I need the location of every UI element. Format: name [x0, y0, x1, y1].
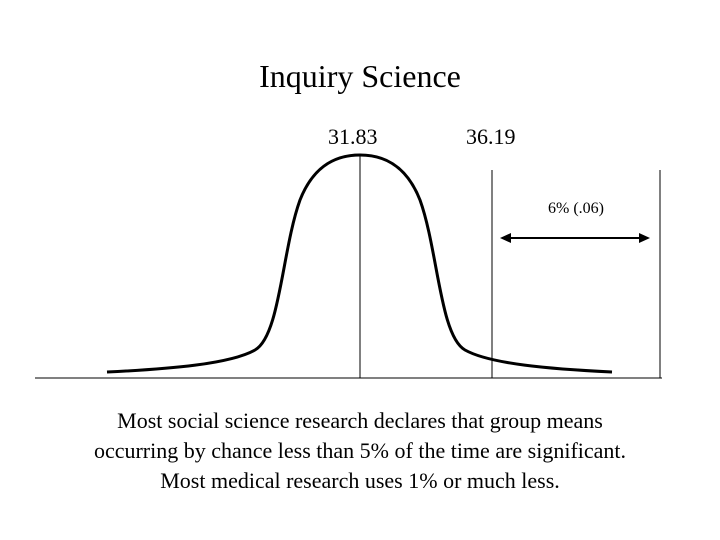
caption-line-3: Most medical research uses 1% or much le… — [160, 468, 560, 493]
tail-arrow-right-head — [639, 233, 650, 243]
bell-curve — [106, 153, 613, 374]
tail-percent-label: 6% (.06) — [548, 200, 604, 217]
score-value-label: 36.19 — [466, 124, 516, 149]
caption-text: Most social science research declares th… — [0, 406, 720, 496]
caption-line-2: occurring by chance less than 5% of the … — [93, 438, 627, 463]
mean-value-label: 31.83 — [328, 124, 378, 149]
tail-arrow-left-head — [500, 233, 511, 243]
slide-title: Inquiry Science — [259, 58, 461, 94]
caption-line-1: Most social science research declares th… — [117, 408, 603, 433]
